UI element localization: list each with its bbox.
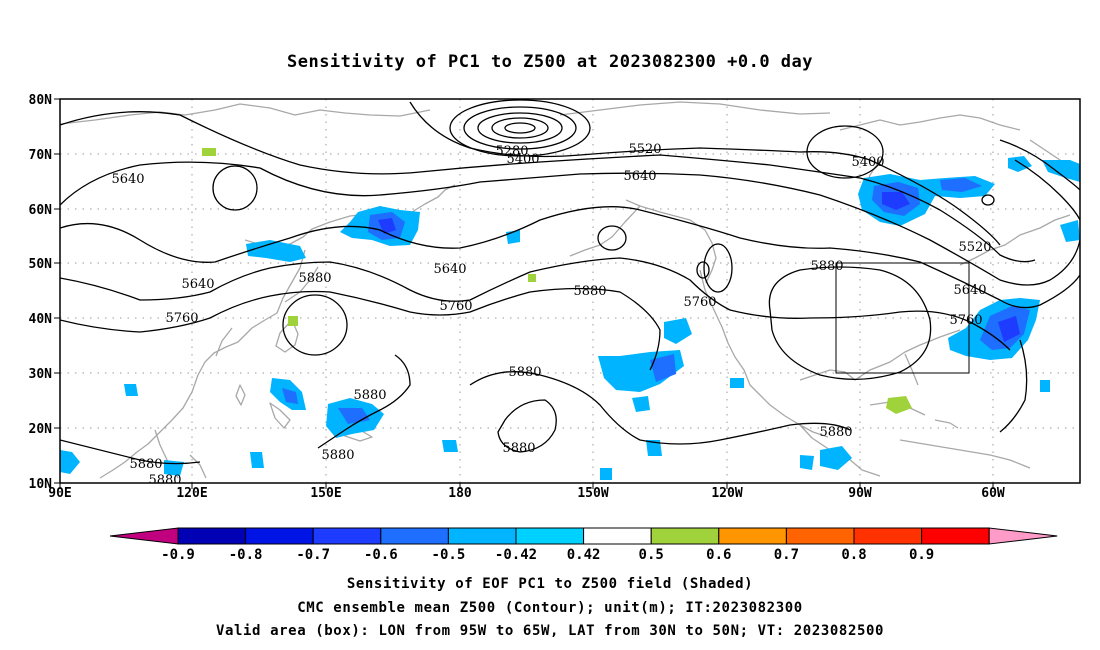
contour-label: 5880: [502, 441, 535, 456]
coastlines: [60, 101, 1076, 479]
colorbar-swatch: [650, 527, 720, 545]
contour-label: 5880: [573, 284, 606, 299]
colorbar-swatch: [312, 527, 382, 545]
lat-label: 80N: [29, 93, 53, 108]
contour-label: 5640: [623, 169, 656, 184]
lon-label: 90E: [48, 486, 71, 501]
contour-label: 5520: [958, 240, 991, 255]
colorbar-swatch: [515, 527, 585, 545]
lon-label: 90W: [848, 486, 872, 501]
lon-label: 120W: [711, 486, 742, 501]
contour-label: 5640: [111, 172, 144, 187]
colorbar-tick-label: 0.7: [774, 547, 799, 563]
footer-captions: Sensitivity of EOF PC1 to Z500 field (Sh…: [216, 576, 884, 639]
contour-labels: 5280 5400 5520 5640 5640 5400 5520 5640 …: [111, 142, 991, 488]
contour-label: 5640: [181, 277, 214, 292]
map-frame: [59, 98, 1081, 484]
lat-label: 50N: [29, 257, 53, 272]
colorbar: -0.9 -0.8 -0.7 -0.6 -0.5 -0.42 0.42 0.5 0.6 0.7 0.…: [109, 527, 1058, 563]
contour-label: 5880: [298, 271, 331, 286]
colorbar-tick-label: 0.9: [909, 547, 934, 563]
contour-label: 5640: [953, 283, 986, 298]
colorbar-tick-label: -0.5: [432, 547, 466, 563]
footer-line-shaded: Sensitivity of EOF PC1 to Z500 field (Sh…: [347, 576, 753, 592]
colorbar-tick-label: -0.6: [364, 547, 398, 563]
map-panel: 5280 5400 5520 5640 5640 5400 5520 5640 …: [60, 99, 1080, 488]
lat-label: 20N: [29, 422, 53, 437]
latitude-axis: 80N 70N 60N 50N 40N 30N 20N 10N: [29, 93, 60, 492]
colorbar-tick-label: 0.8: [841, 547, 866, 563]
contour-label: 5760: [683, 295, 716, 310]
contour-label: 5400: [851, 155, 884, 170]
contour-label: 5520: [628, 142, 661, 157]
colorbar-swatch: [718, 527, 787, 545]
colorbar-swatch: [921, 527, 990, 545]
contour-label: 5880: [819, 425, 852, 440]
contour-label: 5640: [433, 262, 466, 277]
map-title: Sensitivity of PC1 to Z500 at 2023082300…: [287, 52, 813, 72]
colorbar-right-arrow: [988, 527, 1058, 545]
colorbar-left-arrow: [109, 527, 179, 545]
contour-label: 5880: [353, 388, 386, 403]
contour-label: 5760: [165, 311, 198, 326]
colorbar-tick-label: 0.5: [639, 547, 664, 563]
lon-label: 150E: [310, 486, 341, 501]
lon-label: 60W: [981, 486, 1005, 501]
colorbar-tick-label: -0.42: [495, 547, 537, 563]
colorbar-swatch: [177, 527, 247, 545]
contour-label: 5880: [810, 259, 843, 274]
lat-label: 10N: [29, 477, 53, 492]
contour-label: 5400: [506, 152, 539, 167]
colorbar-tick-label: -0.8: [229, 547, 263, 563]
contour-label: 5880: [508, 365, 541, 380]
footer-line-contour: CMC ensemble mean Z500 (Contour); unit(m…: [297, 600, 803, 616]
colorbar-swatch: [583, 527, 652, 545]
contour-label: 5880: [148, 473, 181, 488]
lat-label: 30N: [29, 367, 53, 382]
lat-label: 40N: [29, 312, 53, 327]
longitude-axis: 90E 120E 150E 180 150W 120W 90W 60W: [48, 483, 1005, 501]
lon-label: 180: [448, 486, 472, 501]
contour-label: 5760: [949, 313, 982, 328]
lat-label: 70N: [29, 148, 53, 163]
z500-contours: [60, 99, 1080, 465]
lon-label: 150W: [577, 486, 608, 501]
colorbar-tick-label: 0.6: [706, 547, 731, 563]
colorbar-swatch: [853, 527, 923, 545]
contour-label: 5880: [129, 457, 162, 472]
lat-label: 60N: [29, 203, 53, 218]
colorbar-tick-label: -0.9: [161, 547, 195, 563]
sensitivity-shading: [60, 148, 1080, 480]
colorbar-swatch: [447, 527, 517, 545]
colorbar-tick-label: 0.42: [567, 547, 601, 563]
contour-label: 5280: [495, 144, 528, 159]
colorbar-swatch: [380, 527, 449, 545]
contour-label: 5880: [321, 448, 354, 463]
colorbar-tick-label: -0.7: [296, 547, 330, 563]
contour-label: 5760: [439, 299, 472, 314]
lat-lon-grid: [60, 99, 1080, 483]
footer-line-valid-area: Valid area (box): LON from 95W to 65W, L…: [216, 623, 884, 639]
lon-label: 120E: [176, 486, 207, 501]
colorbar-swatch: [785, 527, 855, 545]
colorbar-swatch: [245, 527, 314, 545]
valid-area-box: [835, 262, 970, 374]
